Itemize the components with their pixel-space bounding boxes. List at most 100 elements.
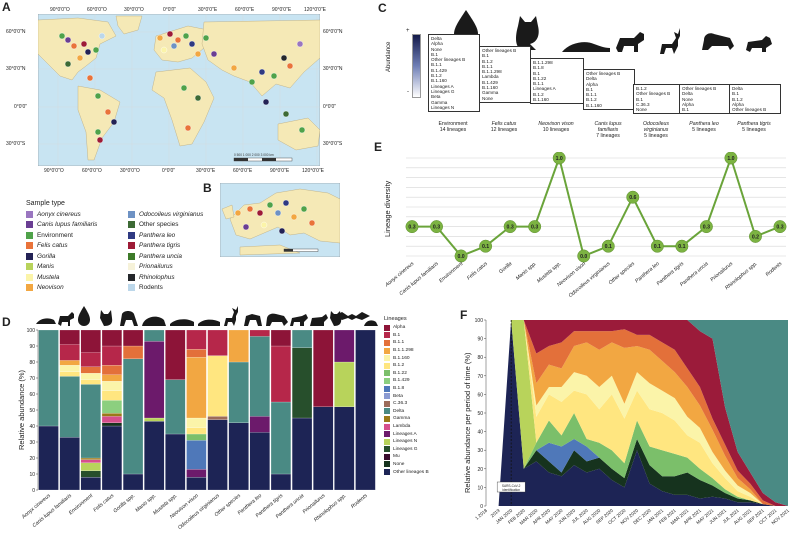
map-marker bbox=[84, 48, 92, 56]
bar-segment bbox=[101, 422, 122, 427]
map-marker bbox=[194, 50, 202, 58]
data-point bbox=[626, 190, 640, 204]
bar-segment bbox=[207, 416, 228, 420]
x-tick-label: Manis spp. bbox=[515, 261, 538, 282]
lineage-swatch bbox=[384, 332, 390, 339]
bar-segment bbox=[334, 361, 355, 407]
lineage-label: B.1.1.298 bbox=[393, 348, 414, 354]
bar-segment bbox=[186, 433, 207, 441]
bar-segment bbox=[144, 341, 165, 419]
bar-segment bbox=[249, 416, 270, 433]
europe-marker bbox=[308, 219, 316, 227]
lineage-swatch bbox=[384, 339, 390, 346]
x-tick-label: Gorilla bbox=[498, 261, 513, 275]
lineage-label: None bbox=[393, 461, 405, 467]
europe-marker bbox=[274, 209, 282, 217]
lineage-swatch bbox=[384, 324, 390, 331]
bar-segment bbox=[249, 432, 270, 491]
data-point bbox=[503, 220, 517, 234]
species-lineage-bar-chart: 0 10 20 30 40 50 60 70 80 90 100 Relative abundance… bbox=[18, 328, 376, 531]
y-tick-label: 10 bbox=[477, 485, 483, 491]
y-tick-label: 80 bbox=[29, 360, 35, 366]
other-species-icon bbox=[244, 314, 262, 326]
lineage-swatch bbox=[384, 393, 390, 400]
lon-label: 30°0'0"E bbox=[198, 7, 218, 13]
map-marker bbox=[248, 78, 256, 86]
bar-segment bbox=[144, 329, 165, 342]
dog-icon bbox=[58, 312, 74, 326]
bar-segment bbox=[59, 371, 80, 377]
y-axis-label: Relative abundance per period of time (%… bbox=[464, 352, 472, 493]
bar-segment bbox=[80, 384, 101, 459]
bar-segment bbox=[101, 400, 122, 414]
data-label: 0.0 bbox=[457, 254, 464, 260]
data-point bbox=[749, 229, 762, 243]
cat-icon bbox=[100, 310, 113, 326]
deer-icon bbox=[660, 28, 680, 54]
lineage-legend-item: B.1 bbox=[384, 332, 440, 340]
europe-map bbox=[220, 183, 340, 257]
lineage-legend-item: B.1.22 bbox=[384, 370, 440, 378]
lineage-legend-item: B.1.1.298 bbox=[384, 347, 440, 355]
lion-icon bbox=[702, 33, 734, 50]
lineage-swatch bbox=[384, 355, 390, 362]
x-tick-label: Odocoileus virginianus bbox=[568, 261, 612, 299]
data-point bbox=[454, 249, 468, 263]
area-series bbox=[486, 320, 788, 506]
australia bbox=[277, 117, 320, 151]
world-map: 0 500 1 000 2 000 3 000 km bbox=[38, 14, 320, 166]
x-tick-label: Felis catus bbox=[466, 261, 489, 282]
lineage-swatch bbox=[384, 415, 390, 422]
lat-label: 30°0'0"S bbox=[323, 141, 343, 147]
bar-segment bbox=[270, 473, 291, 491]
bar-segment bbox=[59, 376, 80, 438]
y-tick-label: 30 bbox=[29, 440, 35, 446]
annotation-box bbox=[496, 481, 526, 493]
bar-segment bbox=[249, 336, 270, 417]
legend-label: Panthera uncia bbox=[139, 252, 182, 260]
legend-label: Neovison bbox=[37, 284, 64, 292]
lineage-list-box: Delta Alpha None B.1 Other lineages B B.… bbox=[428, 34, 480, 113]
asia bbox=[201, 19, 320, 97]
europe-marker bbox=[266, 201, 274, 209]
caption-species: Panthera tigris bbox=[737, 121, 771, 127]
bar-segment bbox=[228, 329, 249, 363]
caption-species: Felis catus bbox=[491, 121, 517, 127]
caption-count: 10 lineages bbox=[542, 127, 570, 133]
lineage-list-box: B.1.2 Other lineages B B.1 C.36.3 None bbox=[633, 84, 681, 115]
legend-swatch bbox=[128, 284, 135, 292]
lineage-legend-item: Beta bbox=[384, 392, 440, 400]
lineage-legend-item: None bbox=[384, 461, 440, 469]
data-label: 0.3 bbox=[507, 225, 514, 231]
water-drop-icon bbox=[78, 306, 90, 326]
lat-label: 60°0'0"N bbox=[323, 29, 343, 35]
bar-segment bbox=[123, 473, 144, 491]
bar-segment bbox=[207, 355, 228, 417]
legend-item: Felis catus bbox=[26, 241, 128, 252]
legend-item: Panthera tigris bbox=[128, 241, 216, 252]
map-marker bbox=[58, 32, 66, 40]
lon-label: 90°0'0"E bbox=[270, 168, 290, 174]
legend-swatch bbox=[128, 252, 135, 260]
legend-item: Panthera uncia bbox=[128, 251, 216, 262]
lineage-label: Lineages A bbox=[393, 431, 417, 437]
bar-segment bbox=[80, 459, 101, 463]
lat-label: 0°0'0" bbox=[14, 104, 28, 110]
legend-item: Canis lupus familiaris bbox=[26, 220, 128, 231]
bar-segment bbox=[334, 406, 355, 491]
panel-label-c: C bbox=[378, 1, 387, 15]
legend-swatch bbox=[26, 242, 33, 250]
y-tick-label: 30 bbox=[477, 448, 483, 454]
caption-species: Canis lupus familiaris bbox=[594, 121, 622, 133]
lineage-label: Lineages N bbox=[393, 439, 418, 445]
lineage-label: Beta bbox=[393, 393, 403, 399]
legend-title: Sample type bbox=[26, 200, 65, 207]
lat-label: 30°0'0"N bbox=[323, 66, 343, 72]
gorilla-icon bbox=[120, 311, 138, 326]
lineage-label: Gamma bbox=[393, 416, 411, 422]
bar-segment bbox=[38, 329, 59, 427]
area-series bbox=[486, 320, 788, 506]
y-tick-label: 100 bbox=[475, 318, 484, 324]
lineage-legend-item: Lambda bbox=[384, 423, 440, 431]
lineage-legend-item: C.36.3 bbox=[384, 400, 440, 408]
